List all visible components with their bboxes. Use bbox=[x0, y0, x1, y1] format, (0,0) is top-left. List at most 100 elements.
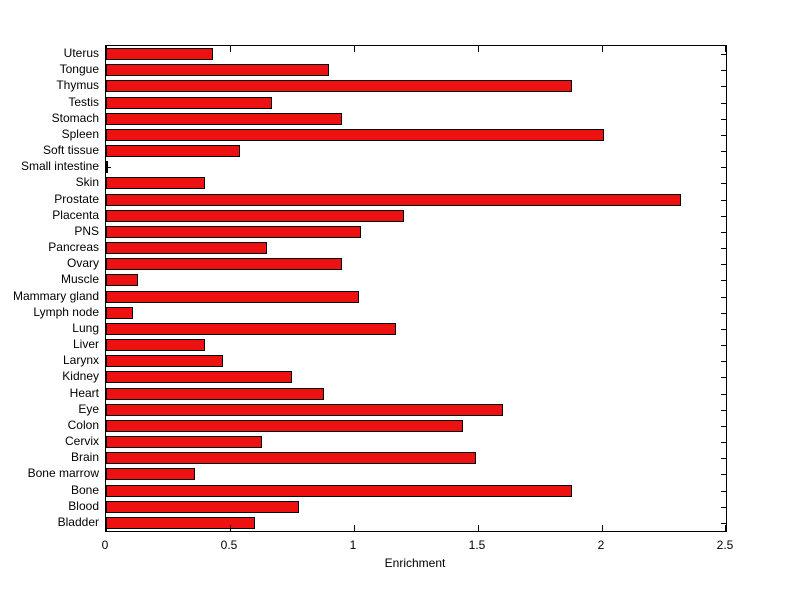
y-tick-mark bbox=[721, 313, 726, 314]
x-tick-mark-bottom bbox=[478, 525, 479, 531]
y-tick-mark bbox=[721, 183, 726, 184]
x-tick-mark-bottom bbox=[230, 525, 231, 531]
y-tick-mark bbox=[721, 507, 726, 508]
y-tick-mark bbox=[106, 167, 111, 168]
y-tick-label-larynx: Larynx bbox=[62, 353, 99, 367]
bar-larynx bbox=[106, 355, 223, 367]
bar-brain bbox=[106, 452, 476, 464]
bar-kidney bbox=[106, 371, 292, 383]
y-tick-label-soft-tissue: Soft tissue bbox=[42, 143, 99, 157]
y-tick-label-spleen: Spleen bbox=[61, 127, 99, 141]
y-tick-mark bbox=[721, 216, 726, 217]
plot-area bbox=[105, 45, 727, 532]
y-tick-label-bladder: Bladder bbox=[57, 515, 99, 529]
bar-stomach bbox=[106, 113, 342, 125]
y-tick-mark bbox=[721, 361, 726, 362]
y-tick-label-small-intestine: Small intestine bbox=[20, 159, 99, 173]
x-tick-mark-top bbox=[106, 46, 107, 52]
y-tick-mark bbox=[721, 523, 726, 524]
bar-uterus bbox=[106, 48, 213, 60]
bar-lymph-node bbox=[106, 307, 133, 319]
y-tick-label-testis: Testis bbox=[68, 95, 99, 109]
bar-bone bbox=[106, 485, 572, 497]
bar-ovary bbox=[106, 258, 342, 270]
x-tick-label-0: 0 bbox=[101, 538, 109, 552]
y-tick-mark bbox=[721, 442, 726, 443]
y-tick-label-eye: Eye bbox=[78, 402, 99, 416]
x-tick-mark-top bbox=[354, 46, 355, 52]
bar-spleen bbox=[106, 129, 604, 141]
x-tick-mark-top bbox=[230, 46, 231, 52]
y-tick-mark bbox=[721, 280, 726, 281]
y-tick-mark bbox=[721, 86, 726, 87]
x-axis-label: Enrichment bbox=[384, 556, 446, 570]
y-tick-label-bone: Bone bbox=[70, 483, 99, 497]
bar-muscle bbox=[106, 274, 138, 286]
y-tick-label-thymus: Thymus bbox=[56, 78, 99, 92]
bar-bone-marrow bbox=[106, 468, 195, 480]
y-tick-mark bbox=[721, 135, 726, 136]
x-tick-mark-bottom bbox=[106, 525, 107, 531]
y-tick-label-cervix: Cervix bbox=[64, 434, 99, 448]
y-tick-label-lymph-node: Lymph node bbox=[33, 305, 99, 319]
bar-mammary-gland bbox=[106, 291, 359, 303]
bar-heart bbox=[106, 388, 324, 400]
bar-liver bbox=[106, 339, 205, 351]
x-tick-mark-top bbox=[725, 46, 726, 52]
y-tick-mark bbox=[721, 264, 726, 265]
y-tick-label-muscle: Muscle bbox=[60, 272, 99, 286]
y-tick-label-uterus: Uterus bbox=[63, 46, 99, 60]
y-tick-mark bbox=[721, 103, 726, 104]
x-tick-label-2: 2 bbox=[597, 538, 605, 552]
bar-colon bbox=[106, 420, 463, 432]
y-tick-mark bbox=[721, 410, 726, 411]
y-tick-mark bbox=[721, 54, 726, 55]
y-tick-mark bbox=[721, 474, 726, 475]
x-tick-label-1: 1 bbox=[349, 538, 357, 552]
y-tick-mark bbox=[721, 248, 726, 249]
x-tick-mark-top bbox=[602, 46, 603, 52]
y-tick-label-brain: Brain bbox=[70, 450, 99, 464]
y-tick-mark bbox=[721, 119, 726, 120]
bar-bladder bbox=[106, 517, 255, 529]
bar-cervix bbox=[106, 436, 262, 448]
bar-tongue bbox=[106, 64, 329, 76]
bar-eye bbox=[106, 404, 503, 416]
y-tick-label-pancreas: Pancreas bbox=[48, 240, 99, 254]
bar-soft-tissue bbox=[106, 145, 240, 157]
y-tick-mark bbox=[721, 297, 726, 298]
x-tick-label-0.5: 0.5 bbox=[220, 538, 238, 552]
bar-pancreas bbox=[106, 242, 267, 254]
bar-thymus bbox=[106, 80, 572, 92]
y-tick-mark bbox=[721, 232, 726, 233]
y-tick-label-stomach: Stomach bbox=[51, 111, 99, 125]
y-tick-mark bbox=[721, 458, 726, 459]
bar-pns bbox=[106, 226, 361, 238]
y-tick-mark bbox=[721, 167, 726, 168]
y-tick-mark bbox=[721, 377, 726, 378]
y-tick-label-placenta: Placenta bbox=[52, 208, 99, 222]
y-tick-label-kidney: Kidney bbox=[62, 369, 99, 383]
y-tick-label-mammary-gland: Mammary gland bbox=[12, 289, 99, 303]
y-tick-label-lung: Lung bbox=[72, 321, 99, 335]
y-tick-mark bbox=[721, 151, 726, 152]
y-tick-label-heart: Heart bbox=[69, 386, 99, 400]
y-tick-label-skin: Skin bbox=[75, 175, 99, 189]
y-tick-mark bbox=[721, 200, 726, 201]
bar-lung bbox=[106, 323, 396, 335]
y-tick-mark bbox=[721, 329, 726, 330]
y-tick-label-liver: Liver bbox=[72, 337, 99, 351]
bar-testis bbox=[106, 97, 272, 109]
x-tick-mark-bottom bbox=[354, 525, 355, 531]
y-tick-label-blood: Blood bbox=[68, 499, 99, 513]
x-tick-label-2.5: 2.5 bbox=[716, 538, 734, 552]
y-tick-label-prostate: Prostate bbox=[54, 192, 99, 206]
y-tick-label-pns: PNS bbox=[74, 224, 99, 238]
y-tick-label-tongue: Tongue bbox=[59, 62, 99, 76]
bar-blood bbox=[106, 501, 299, 513]
bar-small-intestine bbox=[106, 161, 108, 173]
x-tick-mark-bottom bbox=[725, 525, 726, 531]
x-tick-label-1.5: 1.5 bbox=[468, 538, 486, 552]
y-tick-label-colon: Colon bbox=[67, 418, 99, 432]
